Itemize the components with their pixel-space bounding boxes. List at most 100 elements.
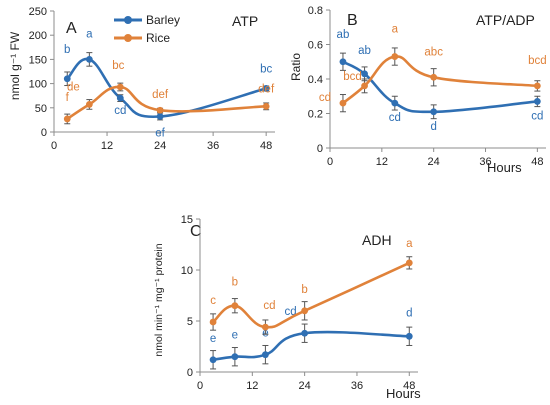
significance-label: cd [531,110,543,122]
significance-label: e [210,333,216,345]
significance-label: a [406,238,413,250]
data-point-rice [430,73,438,81]
data-point-rice [116,83,124,91]
data-point-rice [209,318,217,326]
y-tick-label: 5 [187,316,193,328]
data-point-barley [116,94,124,102]
y-tick-label: 0.4 [308,74,323,86]
significance-label: cd [319,92,331,104]
panel-b-x-axis-label: Hours [487,160,522,175]
data-point-rice [301,307,309,315]
significance-label: b [232,277,238,289]
significance-label: b [301,284,307,296]
series-line-barley [342,60,538,114]
significance-label: ab [358,45,371,57]
x-tick-label: 24 [428,156,440,168]
significance-label: c [210,295,216,307]
significance-label: d [406,307,412,319]
legend-barley-label: Barley [146,13,180,27]
x-tick-label: 0 [327,156,333,168]
x-tick-label: 36 [479,156,491,168]
y-tick-label: 0 [187,367,193,379]
data-point-rice [156,106,164,114]
y-tick-label: 250 [29,6,47,18]
panel-a-title: ATP [232,13,258,29]
significance-label: bcd [343,71,362,83]
significance-label: d [430,121,436,133]
significance-label: def [152,89,169,101]
data-point-barley [231,353,239,361]
x-tick-label: 12 [376,156,388,168]
y-tick-label: 0.8 [308,5,323,17]
significance-label: bc [112,60,124,72]
x-tick-label: 48 [403,380,415,392]
data-point-barley [533,98,541,105]
panel-b: B ATP/ADP Ratio Hours 0 12 24 36 48 0 0.2 0.4 0.… [289,5,547,175]
data-point-rice [262,102,270,110]
panel-c: C ADH nmol min⁻¹ mg⁻¹ protein Hours 0 12 2… [153,214,421,401]
significance-label: cd [263,300,275,312]
y-tick-label: 100 [29,79,47,91]
significance-label: de [67,81,80,93]
data-point-barley [361,70,368,78]
y-tick-label: 0 [41,127,47,139]
data-point-barley [262,351,269,359]
y-tick-label: 0.2 [308,109,323,121]
panel-b-y-axis-label: Ratio [289,53,303,81]
significance-label: cd [389,112,401,124]
data-point-barley [156,113,164,120]
significance-label: def [258,83,275,95]
data-point-barley [405,332,413,340]
x-tick-label: 12 [101,140,113,152]
x-tick-label: 24 [154,140,166,152]
panel-c-x-axis-label: Hours [386,386,421,401]
y-tick-label: 150 [29,54,47,66]
panel-c-title: ADH [362,232,392,248]
panel-a-y-axis-label: nmol g⁻¹ FW [8,31,22,100]
significance-label: abc [424,46,443,58]
series-line-barley [212,330,410,362]
y-tick-label: 15 [181,214,193,226]
panel-a-letter: A [66,20,77,37]
y-tick-label: 0.6 [308,40,323,52]
data-point-rice [85,101,93,108]
data-point-barley [391,99,399,107]
data-point-rice [63,115,71,123]
significance-label: bc [260,63,272,75]
data-point-barley [63,75,71,83]
panel-c-letter: C [190,223,202,240]
series-line-rice [212,261,410,329]
panel-b-title: ATP/ADP [476,12,535,28]
data-point-rice [231,302,239,310]
significance-label: bcd [528,55,547,67]
data-point-rice [533,82,541,90]
legend-rice-marker [124,34,132,42]
x-tick-label: 12 [246,380,258,392]
data-point-rice [262,323,269,331]
y-tick-label: 0 [317,143,323,155]
significance-label: a [86,28,93,40]
y-tick-label: 50 [35,103,47,115]
significance-label: e [232,330,238,342]
legend: Barley Rice [114,13,180,45]
panel-b-letter: B [347,12,358,29]
data-point-barley [85,56,93,63]
data-point-rice [339,99,347,107]
y-tick-label: 200 [29,30,47,42]
x-tick-label: 36 [351,380,363,392]
significance-label: a [392,24,399,36]
panel-c-y-axis-label: nmol min⁻¹ mg⁻¹ protein [153,243,165,356]
x-tick-label: 0 [197,380,203,392]
data-point-rice [391,53,399,60]
significance-label: ef [155,128,165,140]
significance-label: b [64,44,70,56]
panel-a: A ATP nmol g⁻¹ FW Barley Rice 0 12 24 36 48 0… [8,6,275,152]
legend-barley-marker [124,16,132,24]
x-tick-label: 48 [531,156,543,168]
x-tick-label: 24 [299,380,311,392]
data-point-barley [262,85,270,92]
data-point-rice [405,259,413,267]
data-point-barley [301,329,309,337]
y-tick-label: 10 [181,265,193,277]
